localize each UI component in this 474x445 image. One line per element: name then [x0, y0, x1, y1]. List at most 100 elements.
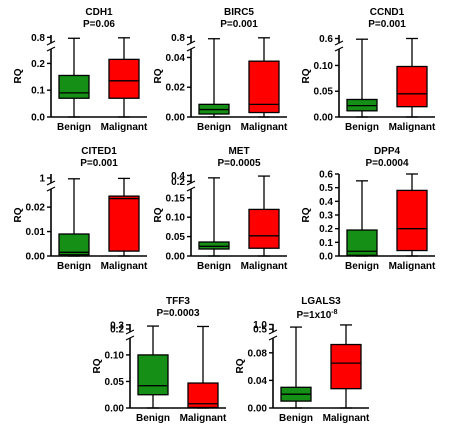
- box-malignant: [396, 189, 428, 252]
- y-tick-label: 0.4: [319, 197, 333, 208]
- p-value-label: P=1x10-8: [297, 309, 338, 321]
- y-axis-label: RQ: [13, 207, 24, 222]
- p-value-label: P=0.001: [368, 19, 406, 30]
- y-tick-label: 0.00: [166, 252, 186, 263]
- x-tick-label: Malignant: [323, 413, 370, 424]
- chart-title: DPP4: [374, 146, 401, 157]
- y-axis-label: RQ: [153, 207, 164, 222]
- x-tick-label: Benign: [57, 122, 91, 133]
- y-tick-label: 0.10: [314, 61, 334, 72]
- axis-break-mark: [46, 40, 56, 46]
- x-tick-label: Benign: [279, 413, 313, 424]
- axis-break-mark: [46, 46, 56, 52]
- y-tick-label: 0.1: [31, 86, 45, 97]
- chart-title: MET: [228, 146, 249, 157]
- y-tick-label: 0.05: [105, 377, 125, 388]
- x-tick-label: Malignant: [389, 261, 436, 272]
- y-tick-label: 0.2: [31, 59, 45, 70]
- x-tick-label: Malignant: [101, 261, 148, 272]
- y-tick-label: 0.0: [319, 252, 333, 263]
- p-value-label: P=0.001: [80, 158, 118, 169]
- p-value-label: P=0.06: [83, 19, 115, 30]
- y-tick-label: 0.04: [248, 376, 268, 387]
- y-tick-label: 0.02: [166, 83, 186, 94]
- y-axis-label: RQ: [301, 68, 312, 83]
- y-axis-label: RQ: [153, 68, 164, 83]
- axis-break-mark: [186, 180, 196, 186]
- y-tick-label: 0.02: [26, 203, 46, 214]
- y-tick-label: 0.6: [319, 34, 333, 45]
- y-tick-label: 0.8: [31, 33, 45, 44]
- chart-title: CCND1: [370, 7, 405, 18]
- box-malignant: [330, 343, 362, 390]
- y-tick-label: 0.3: [110, 320, 124, 331]
- y-tick-label: 0.08: [248, 348, 268, 359]
- axis-break-mark: [46, 180, 56, 186]
- box-benign: [58, 233, 90, 256]
- y-tick-label: 0.6: [319, 170, 333, 181]
- axis-break-mark: [334, 40, 344, 46]
- y-axis-label: RQ: [235, 358, 246, 373]
- x-tick-label: Benign: [345, 122, 379, 133]
- chart-title: TFF3: [166, 296, 190, 307]
- y-tick-label: 0.3: [319, 211, 333, 222]
- x-tick-label: Benign: [136, 413, 170, 424]
- y-tick-label: 0.10: [105, 350, 125, 361]
- axis-break-mark: [125, 329, 135, 335]
- y-tick-label: 0.4: [171, 171, 185, 182]
- p-value-exponent: -8: [331, 309, 337, 316]
- y-tick-label: 0.2: [171, 177, 185, 188]
- axis-break-mark: [268, 329, 278, 335]
- y-tick-label: 0.00: [314, 113, 334, 124]
- y-tick-label: 0.1: [319, 238, 333, 249]
- box-malignant: [396, 65, 428, 108]
- x-tick-label: Malignant: [241, 122, 288, 133]
- y-tick-label: 0.15: [166, 193, 186, 204]
- y-tick-label: 0.00: [26, 252, 46, 263]
- chart-panel-lgals3: LGALS3 P=1x10-8 RQ 0.00 0.04 0.08 0.51.0 Benign…: [235, 296, 370, 424]
- y-tick-label: 0.8: [171, 33, 185, 44]
- y-axis-label: RQ: [301, 207, 312, 222]
- y-tick-label: 0.00: [105, 404, 125, 415]
- y-tick-label: 0.00: [166, 113, 186, 124]
- box-malignant: [248, 208, 280, 249]
- chart-title: LGALS3: [301, 296, 341, 307]
- y-tick-label: 0.5: [319, 183, 333, 194]
- x-tick-label: Malignant: [389, 122, 436, 133]
- y-tick-label: 0.00: [248, 404, 268, 415]
- x-tick-label: Benign: [197, 261, 231, 272]
- x-tick-label: Malignant: [180, 413, 227, 424]
- x-tick-label: Malignant: [101, 122, 148, 133]
- y-tick-label: 0.5: [253, 325, 267, 336]
- p-value-label: P=0.0004: [365, 158, 409, 169]
- box-malignant: [108, 58, 140, 99]
- y-tick-label: 0.10: [166, 213, 186, 224]
- axis-break-mark: [334, 46, 344, 52]
- y-tick-label: 1.0: [253, 320, 267, 331]
- axis-break-mark: [186, 186, 196, 192]
- x-tick-label: Benign: [197, 122, 231, 133]
- chart-title: CITED1: [81, 146, 117, 157]
- y-tick-label: 0.04: [166, 53, 186, 64]
- chart-title: BIRC5: [224, 7, 254, 18]
- y-tick-label: 0.05: [314, 87, 334, 98]
- box-benign: [198, 241, 230, 250]
- x-tick-label: Benign: [57, 261, 91, 272]
- axis-break-mark: [268, 335, 278, 341]
- y-axis-label: RQ: [13, 68, 24, 83]
- box-benign: [137, 354, 169, 396]
- axis-break-mark: [125, 335, 135, 341]
- box-malignant: [108, 195, 140, 252]
- y-tick-label: 0.2: [319, 224, 333, 235]
- box-benign: [58, 74, 90, 99]
- axis-break-mark: [186, 40, 196, 46]
- y-tick-label: 0.01: [26, 227, 46, 238]
